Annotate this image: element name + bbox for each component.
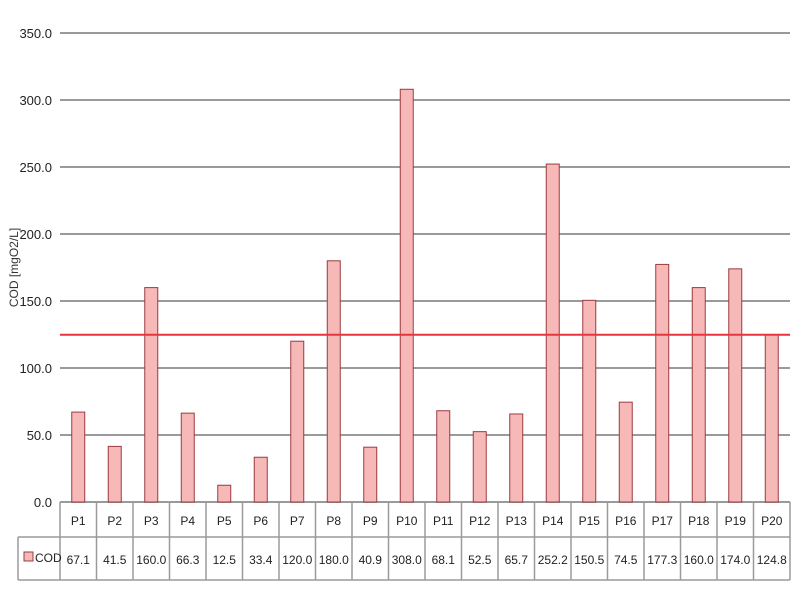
table-value: 74.5 [614, 553, 638, 567]
table-value: 180.0 [319, 553, 349, 567]
legend-swatch [23, 551, 34, 562]
table-value: 41.5 [103, 553, 127, 567]
bar-p11 [436, 410, 451, 503]
x-tick-label: P12 [469, 514, 491, 528]
bar-p7 [290, 340, 305, 503]
bar-p18 [691, 287, 706, 503]
bar-p12 [472, 431, 487, 503]
table-value: 308.0 [392, 553, 422, 567]
data-table: P1 67.1 P2 41.5 P3 160.0 P4 66.3 P5 12.5 P6 33.4 P7 1… [17, 502, 791, 581]
bar-p19 [728, 268, 743, 503]
x-tick-label: P5 [217, 514, 232, 528]
gridlines [60, 32, 790, 503]
bar-p4 [180, 412, 195, 503]
bar-p5 [217, 484, 232, 503]
bar-p17 [655, 263, 670, 503]
x-tick-label: P18 [688, 514, 710, 528]
table-value: 174.0 [720, 553, 750, 567]
x-tick-label: P17 [652, 514, 674, 528]
table-value: 40.9 [359, 553, 383, 567]
x-tick-label: P11 [433, 514, 454, 528]
bar-p13 [509, 413, 524, 503]
table-value: 65.7 [505, 553, 529, 567]
table-value: 12.5 [213, 553, 237, 567]
x-tick-label: P16 [615, 514, 637, 528]
bar-p16 [618, 401, 633, 503]
y-tick-label: 100.0 [19, 361, 52, 376]
bars [71, 88, 779, 503]
bar-p3 [144, 287, 159, 503]
y-tick-label: 250.0 [19, 160, 52, 175]
x-tick-label: P6 [253, 514, 268, 528]
x-tick-label: P13 [506, 514, 528, 528]
y-tick-label: 300.0 [19, 93, 52, 108]
x-tick-label: P4 [180, 514, 195, 528]
table-value: 120.0 [282, 553, 312, 567]
x-tick-label: P3 [144, 514, 159, 528]
x-tick-label: P19 [725, 514, 747, 528]
y-tick-label: 150.0 [19, 294, 52, 309]
bar-p9 [363, 446, 378, 503]
x-tick-label: P10 [396, 514, 418, 528]
bar-p10 [399, 88, 414, 503]
table-value: 160.0 [684, 553, 714, 567]
table-value: 124.8 [757, 553, 787, 567]
x-tick-label: P14 [542, 514, 564, 528]
table-value: 68.1 [432, 553, 456, 567]
table-value: 252.2 [538, 553, 568, 567]
y-tick-label: 0.0 [34, 495, 52, 510]
bar-p2 [107, 445, 122, 503]
legend-label: COD [35, 551, 62, 565]
x-tick-label: P7 [290, 514, 305, 528]
y-tick-label: 350.0 [19, 26, 52, 41]
table-value: 177.3 [647, 553, 677, 567]
y-axis-tick-labels: 0.0 50.0 100.0 150.0 200.0 250.0 300.0 350.0 [19, 26, 52, 510]
y-tick-label: 200.0 [19, 227, 52, 242]
bar-p6 [253, 456, 268, 503]
y-axis-label: COD [mgO2/L] [7, 228, 21, 307]
x-tick-label: P8 [326, 514, 341, 528]
x-tick-label: P20 [761, 514, 783, 528]
bar-p1 [71, 411, 86, 503]
table-value: 150.5 [574, 553, 604, 567]
table-value: 52.5 [468, 553, 492, 567]
y-tick-label: 50.0 [27, 428, 52, 443]
x-tick-label: P2 [107, 514, 122, 528]
table-value: 33.4 [249, 553, 273, 567]
bar-p20 [764, 334, 779, 503]
bar-p8 [326, 260, 341, 503]
bar-p14 [545, 163, 560, 503]
table-value: 66.3 [176, 553, 200, 567]
x-tick-label: P15 [579, 514, 601, 528]
table-value: 160.0 [136, 553, 166, 567]
x-tick-label: P1 [71, 514, 86, 528]
table-value: 67.1 [67, 553, 91, 567]
bar-p15 [582, 299, 597, 503]
x-tick-label: P9 [363, 514, 378, 528]
